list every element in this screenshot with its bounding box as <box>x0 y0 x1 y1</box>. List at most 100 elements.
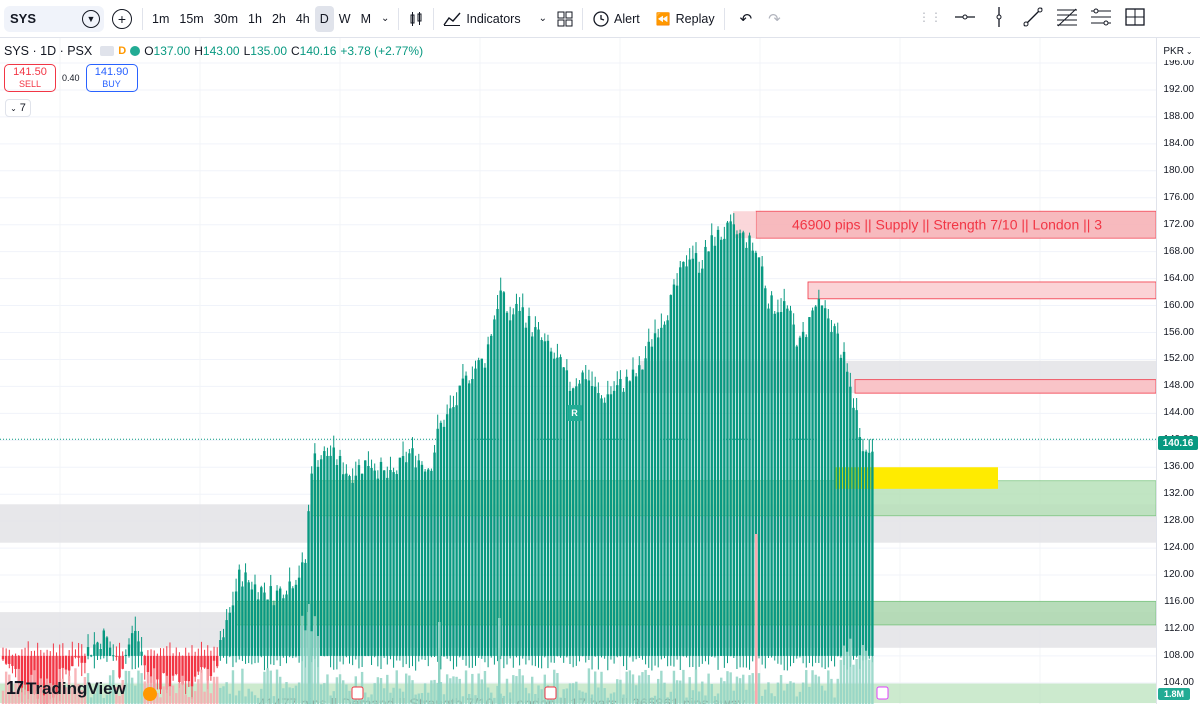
candle-body <box>616 385 619 656</box>
interval-m[interactable]: M <box>360 11 372 26</box>
candle-body <box>297 577 301 656</box>
candle-body <box>67 655 71 671</box>
candle-body <box>814 306 817 656</box>
volume-bar <box>427 692 430 704</box>
parallel-channel-icon[interactable] <box>1090 6 1112 28</box>
candle-body <box>127 644 131 656</box>
sell-button[interactable]: 141.50 SELL <box>4 64 56 92</box>
volume-bar <box>486 687 490 704</box>
buy-button[interactable]: 141.90 BUY <box>85 64 138 92</box>
trend-line-icon[interactable] <box>1022 6 1044 28</box>
volume-bar <box>716 693 720 704</box>
price-axis[interactable]: 196.00 192.00 188.00 184.00 180.00 176.00 172.… <box>1156 38 1200 704</box>
candle-body <box>326 455 329 656</box>
volume-bar <box>776 682 780 704</box>
interval-30m[interactable]: 30m <box>213 11 239 26</box>
volume-bar <box>839 659 843 704</box>
volume-bar <box>433 679 436 704</box>
price-chart[interactable]: 46900 pips || Supply || Strength 7/10 ||… <box>0 38 1156 704</box>
volume-bar <box>187 697 191 704</box>
candle-body <box>779 311 783 656</box>
volume-bar <box>830 678 833 704</box>
candle-body <box>720 239 723 656</box>
volume-bar <box>212 676 216 704</box>
candle-body <box>603 402 606 656</box>
volume-bar <box>792 682 795 704</box>
fib-retracement-icon[interactable] <box>1056 6 1078 28</box>
volume-bar <box>414 694 417 704</box>
candle-body <box>666 320 669 656</box>
interval-dropdown-icon[interactable]: ⌄ <box>381 13 390 24</box>
candle-type-icon[interactable] <box>403 6 429 32</box>
alert-button[interactable]: Alert <box>587 6 645 32</box>
volume-bar <box>219 687 222 704</box>
volume-bar <box>77 683 80 704</box>
volume-bar <box>269 670 272 704</box>
symbol-dropdown-icon[interactable]: ▼ <box>82 9 100 28</box>
rectangle-tool-icon[interactable] <box>1124 6 1146 28</box>
interval-1h[interactable]: 1h <box>248 11 262 26</box>
symbol-search[interactable]: SYS ▼ <box>4 5 104 32</box>
candle-body <box>697 272 701 656</box>
volume-bar <box>820 685 824 704</box>
eye-toggle-icon[interactable] <box>100 46 115 56</box>
sell-label: SELL <box>18 79 42 89</box>
candle-body <box>301 562 304 656</box>
redo-icon[interactable]: ↷ <box>768 10 781 28</box>
candle-body <box>518 310 521 656</box>
replay-button[interactable]: ⏪ Replay <box>651 6 720 32</box>
candle-body <box>540 340 543 656</box>
price-tick: 108.00 <box>1163 649 1194 661</box>
volume-bar <box>156 692 159 704</box>
tradingview-logo[interactable]: 17 TradingView <box>6 678 126 699</box>
interval-15m[interactable]: 15m <box>179 11 204 26</box>
volume-bar <box>571 683 575 704</box>
interval-w[interactable]: W <box>338 11 351 26</box>
volume-bar <box>540 689 543 704</box>
vertical-line-icon[interactable] <box>988 6 1010 28</box>
volume-bar <box>594 671 597 704</box>
currency-selector[interactable]: PKR ⌄ <box>1159 42 1197 60</box>
candle-body <box>445 414 449 656</box>
horizontal-line-icon[interactable] <box>954 6 976 28</box>
candle-body <box>266 599 269 656</box>
compare-plus-icon[interactable]: + <box>112 8 132 29</box>
candle-body <box>354 475 357 656</box>
toolbar-divider <box>142 7 143 30</box>
candle-body <box>505 312 509 656</box>
volume-bar <box>811 670 814 704</box>
interval-1m[interactable]: 1m <box>152 11 170 26</box>
candle-body <box>622 391 625 656</box>
volume-bar <box>357 695 361 704</box>
volume-bar <box>244 696 247 704</box>
volume-bar <box>83 677 87 704</box>
candle-body <box>474 368 477 656</box>
volume-bar <box>288 687 291 704</box>
volume-bar <box>382 688 386 704</box>
interval-2h[interactable]: 2h <box>271 11 286 26</box>
candle-body <box>559 357 562 656</box>
indicators-collapse-button[interactable]: ⌄ 7 <box>5 99 31 117</box>
volume-bar <box>455 676 458 704</box>
undo-icon[interactable]: ↶ <box>739 10 753 28</box>
drag-handle-icon[interactable]: ⋮⋮ <box>918 10 942 24</box>
interval-d[interactable]: D <box>314 5 334 32</box>
volume-bar <box>480 679 483 704</box>
candle-body <box>669 295 672 656</box>
signal-badge[interactable]: R <box>567 405 582 421</box>
price-tick: 164.00 <box>1163 272 1194 284</box>
dividend-marker <box>143 687 157 701</box>
candle-body <box>823 308 827 656</box>
volume-bar <box>524 687 528 704</box>
candle-body <box>521 307 524 656</box>
indicators-button[interactable]: Indicators <box>438 6 525 32</box>
volume-bar <box>8 674 11 704</box>
interval-4h[interactable]: 4h <box>295 11 310 26</box>
candle-body <box>827 318 830 656</box>
earnings-marker <box>544 686 557 700</box>
candle-body <box>112 655 115 657</box>
indicators-dropdown-icon[interactable]: ⌄ <box>538 13 547 24</box>
layouts-grid-icon[interactable] <box>552 6 578 32</box>
volume-bar <box>720 677 723 704</box>
volume-bar <box>140 673 143 704</box>
